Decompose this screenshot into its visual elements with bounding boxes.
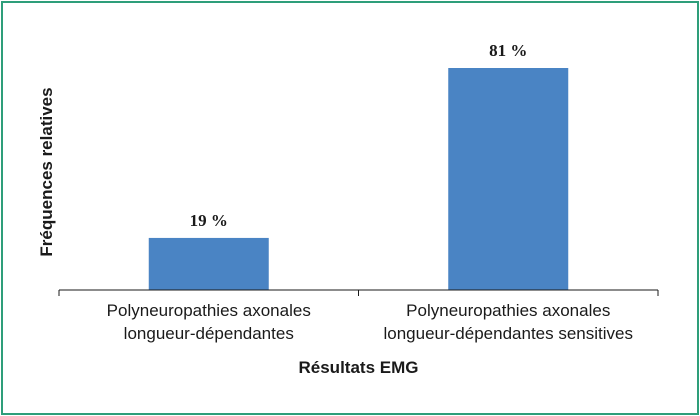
x-axis-title: Résultats EMG — [299, 358, 419, 377]
category-labels-group: Polyneuropathies axonales longueur-dépend… — [107, 301, 633, 343]
category-label-1-line-1: Polyneuropathies axonales — [107, 301, 311, 320]
category-label-2-line-1: Polyneuropathies axonales — [406, 301, 610, 320]
data-label-1: 19 % — [190, 211, 228, 230]
bars-group — [148, 68, 569, 290]
y-axis-title: Fréquences relatives — [37, 87, 56, 256]
category-label-2-line-2: longueur-dépendantes sensitives — [383, 324, 633, 343]
x-ticks-group — [58, 290, 659, 296]
bar-2 — [448, 68, 569, 290]
category-label-1-line-2: longueur-dépendantes — [124, 324, 294, 343]
data-labels-group: 19 % 81 % — [190, 41, 528, 230]
data-label-2: 81 % — [489, 41, 527, 60]
bar-1 — [148, 237, 269, 290]
